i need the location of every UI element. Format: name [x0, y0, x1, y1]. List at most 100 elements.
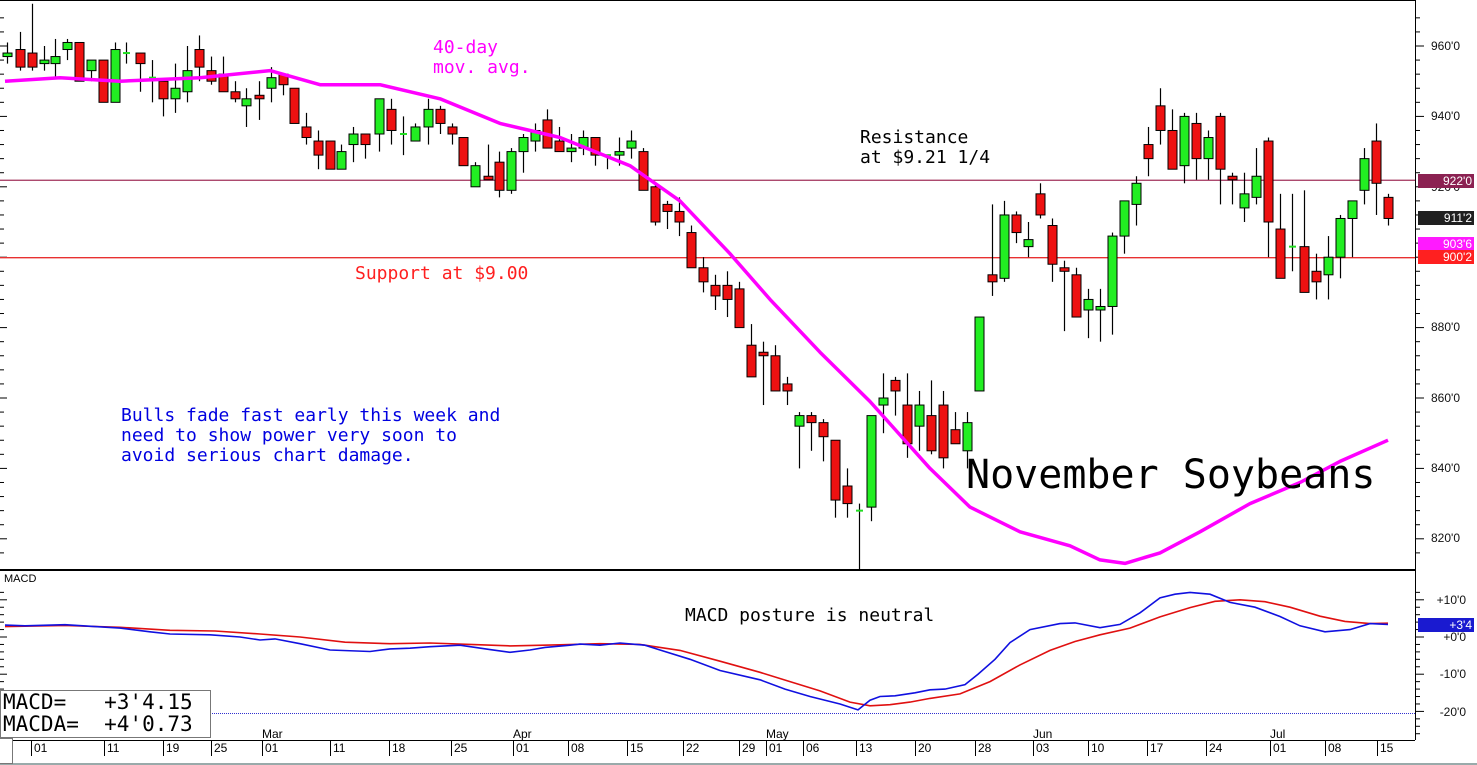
month-label: Jun: [1033, 727, 1053, 741]
candle: [938, 390, 949, 469]
macd-readout: MACD= +3'4.15: [3, 690, 193, 714]
candle: [1311, 253, 1322, 300]
day-tick-label: 11: [107, 741, 120, 755]
candle: [15, 31, 26, 71]
day-tick-label: 01: [516, 741, 530, 755]
candle: [313, 130, 324, 170]
macd-tick-label: -10'0: [1439, 667, 1466, 681]
resistance-value-tag: 922'0: [1418, 174, 1474, 188]
candle: [1035, 183, 1046, 219]
candle: [1047, 218, 1058, 282]
candle: [1239, 172, 1250, 222]
candle: [423, 98, 434, 145]
day-tick-label: 19: [166, 741, 180, 755]
day-tick-label: 06: [806, 741, 820, 755]
candle: [230, 81, 241, 103]
last-close-tag: 911'2: [1418, 211, 1474, 225]
macd-tick-label: -20'0: [1439, 705, 1466, 719]
candle: [1179, 112, 1190, 184]
candle: [1263, 137, 1274, 258]
candle: [1371, 123, 1382, 215]
chart-title: November Soybeans: [966, 452, 1376, 498]
candle: [650, 183, 661, 226]
candle: [289, 87, 300, 124]
candle: [662, 200, 673, 230]
support-resistance-lines: [0, 179, 1415, 259]
candle: [686, 225, 697, 269]
candle: [360, 133, 371, 159]
candle: [266, 67, 277, 103]
candle: [1155, 88, 1166, 145]
candle: [254, 81, 265, 120]
candle: [674, 197, 685, 237]
candle: [135, 52, 146, 92]
moving-average-line: [4, 68, 1389, 566]
candle: [1215, 112, 1226, 205]
macd-signal-line: [4, 598, 1389, 707]
month-label: Mar: [262, 727, 283, 741]
candle: [856, 503, 863, 571]
candle: [962, 412, 973, 469]
day-tick-label: 01: [1273, 741, 1287, 755]
day-tick-label: 08: [571, 741, 585, 755]
candle: [1227, 172, 1238, 205]
candle: [458, 137, 469, 167]
support-value-tag: 900'2: [1418, 250, 1474, 264]
candle: [638, 148, 649, 191]
candle: [590, 137, 601, 166]
candle: [746, 324, 757, 378]
macda-readout: MACDA= +4'0.73: [3, 712, 193, 736]
candle: [1359, 148, 1370, 205]
price-tick-label: 820'0: [1431, 531, 1460, 545]
candle: [926, 380, 937, 455]
candle: [86, 59, 97, 82]
macd-tick-label: +0'0: [1443, 630, 1466, 644]
candle: [348, 126, 359, 163]
macd-value-tag: +3'4: [1418, 618, 1474, 632]
candle: [842, 468, 853, 518]
candle: [1059, 260, 1070, 332]
candle: [1275, 193, 1286, 279]
candle: [1143, 126, 1154, 177]
day-tick-label: 01: [769, 741, 783, 755]
candle: [194, 35, 205, 82]
candle: [1011, 211, 1022, 244]
candle: [518, 134, 529, 173]
candle: [818, 419, 829, 462]
candle: [506, 148, 517, 194]
day-tick-label: 22: [686, 741, 700, 755]
candle: [794, 412, 805, 469]
price-tick-label: 940'0: [1431, 109, 1460, 123]
candle: [974, 316, 985, 392]
candle: [1299, 190, 1310, 293]
candle: [374, 98, 385, 152]
ma-annotation: 40-day mov. avg.: [433, 37, 531, 78]
day-tick-label: 03: [1036, 741, 1050, 755]
macd-posture-annotation: MACD posture is neutral: [685, 605, 935, 626]
candle: [698, 257, 709, 293]
candle: [62, 38, 73, 61]
candle: [470, 162, 481, 188]
candle: [2, 42, 13, 64]
support-annotation: Support at $9.00: [355, 263, 529, 284]
candle: [914, 390, 925, 451]
candle: [806, 412, 817, 451]
candle: [1251, 148, 1262, 205]
resistance-annotation: Resistance at $9.21 1/4: [860, 127, 991, 168]
candle: [1323, 236, 1334, 300]
candle: [170, 63, 181, 113]
candle: [566, 134, 577, 163]
day-tick-label: 15: [1380, 741, 1394, 755]
day-tick-label: 25: [214, 741, 228, 755]
candle: [1083, 288, 1094, 339]
day-tick-label: 17: [1150, 741, 1164, 755]
candle: [782, 376, 793, 406]
candle: [770, 345, 781, 392]
candle: [878, 373, 889, 434]
day-tick-label: 08: [1328, 741, 1342, 755]
candle: [483, 144, 494, 181]
price-tick-label: 840'0: [1431, 461, 1460, 475]
month-label: Apr: [513, 727, 532, 741]
candle: [758, 341, 769, 406]
